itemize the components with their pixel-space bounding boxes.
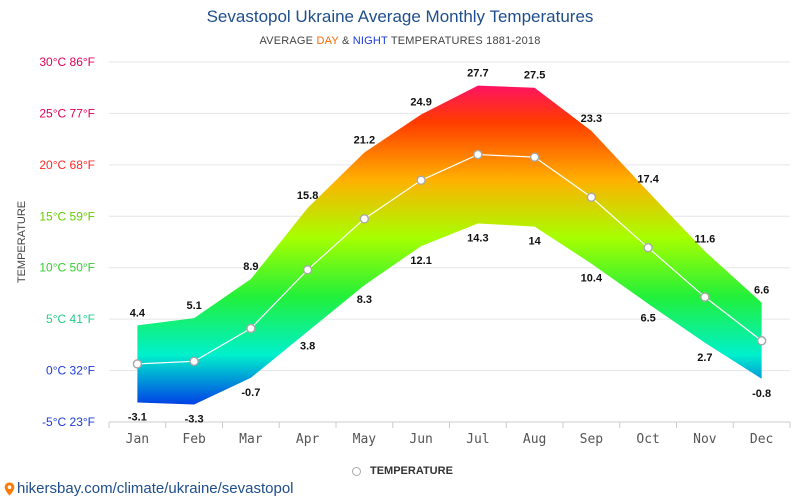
day-value-label: 27.7 [467, 68, 488, 80]
average-point [756, 336, 767, 346]
subtitle-amp: & [338, 35, 353, 47]
chart-title: Sevastopol Ukraine Average Monthly Tempe… [206, 7, 594, 26]
legend-label: TEMPERATURE [370, 465, 453, 477]
night-value-label: -3.1 [128, 411, 147, 423]
average-point [189, 356, 199, 367]
x-tick-label: Sep [580, 432, 604, 447]
chart-subtitle: AVERAGE DAY & NIGHT TEMPERATURES 1881-20… [0, 35, 800, 47]
x-tick-label: Jun [409, 432, 432, 447]
y-tick-label: 5°C 41°F [46, 312, 95, 326]
x-tick-label: May [353, 432, 377, 447]
chart-legend[interactable]: TEMPERATURE [352, 465, 453, 477]
day-value-label: 11.6 [694, 233, 715, 245]
night-value-label: 12.1 [410, 255, 431, 267]
x-tick-label: Nov [693, 432, 717, 447]
average-point [246, 323, 256, 334]
night-value-label: 14.3 [467, 232, 488, 244]
average-point [473, 149, 483, 160]
map-pin-icon [4, 482, 15, 495]
y-tick-label: -5°C 23°F [42, 415, 95, 429]
x-tick-label: Dec [750, 432, 773, 447]
y-tick-label: 30°C 86°F [39, 55, 95, 69]
night-value-label: -0.7 [241, 387, 260, 399]
average-point [132, 359, 143, 369]
y-tick-label: 20°C 68°F [39, 158, 95, 172]
x-tick-label: Apr [296, 432, 320, 447]
x-tick-label: Feb [182, 432, 206, 447]
day-value-label: 5.1 [186, 300, 201, 312]
y-tick-label: 10°C 50°F [39, 261, 95, 275]
average-temperature-line [137, 153, 762, 365]
day-value-label: 17.4 [637, 174, 659, 186]
subtitle-night: NIGHT [352, 35, 388, 47]
night-value-label: 3.8 [300, 340, 315, 352]
day-value-label: 23.3 [581, 113, 602, 125]
y-tick-label: 0°C 32°F [46, 364, 95, 378]
day-value-label: 24.9 [410, 96, 431, 108]
x-tick-label: Jul [466, 432, 489, 447]
y-tick-label: 15°C 59°F [39, 209, 95, 223]
day-value-label: 4.4 [130, 307, 146, 319]
day-value-label: 21.2 [354, 135, 375, 147]
source-url: hikersbay.com/climate/ukraine/sevastopol [17, 480, 294, 497]
average-point [416, 175, 426, 185]
x-tick-label: Oct [636, 432, 659, 447]
day-value-label: 8.9 [243, 261, 258, 273]
day-value-label: 27.5 [524, 70, 545, 82]
source-link[interactable]: hikersbay.com/climate/ukraine/sevastopol [4, 480, 294, 497]
temperature-band-area [137, 85, 762, 405]
x-tick-label: Mar [239, 432, 263, 447]
night-value-label: -0.8 [752, 388, 771, 400]
subtitle-suffix: TEMPERATURES 1881-2018 [387, 35, 541, 47]
average-point [359, 214, 370, 224]
night-value-label: -3.3 [185, 414, 204, 426]
subtitle-prefix: AVERAGE [259, 35, 317, 47]
average-point [700, 292, 710, 302]
y-axis-title: TEMPERATURE [16, 201, 28, 283]
night-value-label: 6.5 [640, 313, 655, 325]
legend-marker-icon [352, 466, 361, 476]
average-point [302, 265, 313, 275]
average-point [643, 242, 653, 253]
average-point [586, 192, 597, 202]
night-value-label: 8.3 [357, 294, 372, 306]
night-value-label: 2.7 [697, 352, 712, 364]
y-tick-label: 25°C 77°F [39, 106, 95, 120]
x-tick-label: Aug [523, 432, 546, 447]
night-value-label: 10.4 [581, 273, 603, 285]
day-value-label: 6.6 [754, 285, 769, 297]
average-point [529, 152, 540, 162]
day-value-label: 15.8 [297, 190, 318, 202]
x-tick-label: Jan [126, 432, 149, 447]
subtitle-day: DAY [316, 35, 339, 47]
night-value-label: 14 [529, 236, 542, 248]
